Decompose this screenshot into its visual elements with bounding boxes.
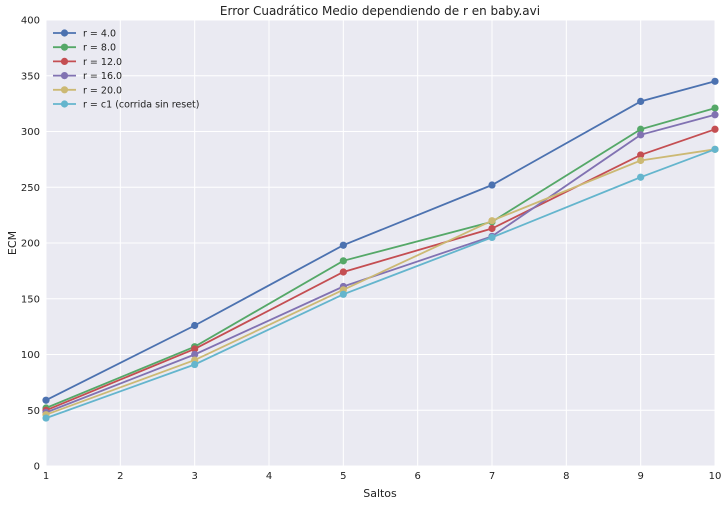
legend-entry: r = 4.0 [53,29,116,40]
data-point [488,233,496,242]
legend-marker [60,43,69,51]
legend-entry: r = 8.0 [53,43,116,54]
data-point [488,224,496,233]
x-tick-label: 2 [117,471,123,482]
legend-label: r = 20.0 [83,85,122,96]
data-point [339,268,347,276]
series-6 [42,145,719,422]
legend-label: r = c1 (corrida sin reset) [83,100,200,111]
x-axis-label: Saltos [363,487,397,500]
legend-entry: r = c1 (corrida sin reset) [53,100,200,111]
legend-label: r = 16.0 [83,71,122,82]
x-tick-label: 7 [489,471,495,482]
y-tick-label: 400 [21,16,40,27]
series-line [45,128,716,412]
y-axis-label: ECM [6,231,19,255]
series-1 [42,77,719,404]
legend-marker [60,100,69,108]
series-line [45,107,716,409]
legend-marker [60,72,69,80]
series-line [45,148,716,416]
x-tick-label: 6 [414,471,420,482]
data-point [711,77,719,85]
y-tick-label: 350 [21,71,40,82]
data-point [339,290,347,298]
data-point [637,131,645,139]
data-point [637,156,645,165]
series-line [45,148,716,419]
data-point [637,125,645,133]
x-tick-label: 1 [43,471,49,482]
grid [45,19,716,467]
series-line [45,113,716,414]
series-lines [42,77,719,422]
data-point [191,345,199,353]
legend-label: r = 4.0 [83,29,116,40]
data-point [191,321,199,330]
data-point [711,111,719,119]
legend-label: r = 8.0 [83,43,116,54]
x-tick-label: 10 [709,471,722,482]
data-point [339,257,347,265]
x-tick-label: 9 [637,471,643,482]
y-tick-label: 300 [21,127,40,138]
series-3 [42,125,719,414]
y-tick-label: 250 [21,183,40,194]
y-tick-label: 0 [34,462,40,473]
data-point [339,241,347,249]
data-point [637,97,645,105]
x-tick-label: 3 [191,471,197,482]
data-point [637,173,645,181]
legend-label: r = 12.0 [83,57,122,68]
legend-marker [60,86,69,94]
y-tick-label: 150 [21,294,40,305]
legend-entry: r = 20.0 [53,85,122,96]
data-point [191,350,199,359]
y-tick-label: 200 [21,239,40,250]
legend-marker [60,57,69,65]
y-tick-label: 100 [21,350,40,361]
legend-entry: r = 16.0 [53,71,122,82]
legend-marker [60,29,69,37]
data-point [711,104,719,112]
data-point [488,181,496,189]
data-point [191,360,199,369]
data-point [637,151,645,159]
chart-title: Error Cuadrático Medio dependiendo de r … [220,4,540,18]
x-tick-label: 5 [340,471,346,482]
x-tick-label: 8 [563,471,569,482]
series-line [45,80,716,402]
data-point [711,145,719,153]
y-tick-label: 50 [27,406,40,417]
legend-entry: r = 12.0 [53,57,122,68]
x-tick-label: 4 [266,471,272,482]
data-point [711,125,719,133]
legend: r = 4.0 r = 8.0 r = 12.0 r = 16.0 r = 20.0 r … [53,29,200,111]
data-point [42,396,50,404]
data-point [488,217,496,225]
data-point [42,414,50,422]
